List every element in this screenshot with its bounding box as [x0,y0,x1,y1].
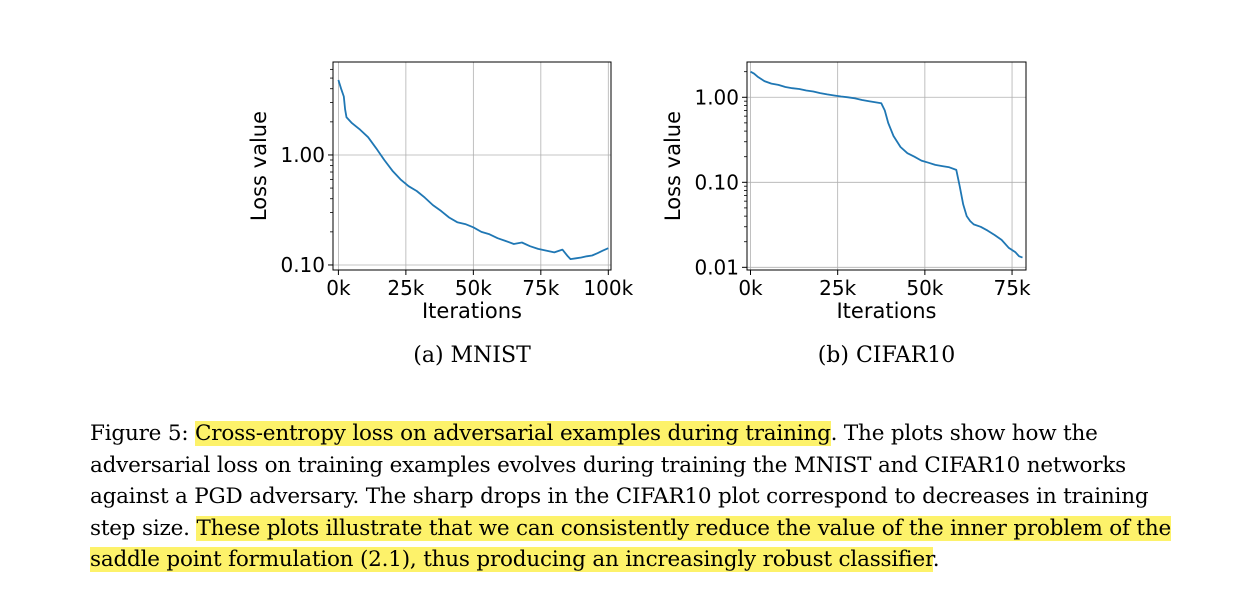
plot-frame [746,61,1027,271]
x-tick-label: 100k [583,276,633,300]
y-tick-label: 1.00 [280,143,325,167]
x-tick-label: 25k [819,276,856,300]
caption-label: Figure 5: [90,421,195,446]
x-tick-label: 0k [738,276,763,300]
y-axis-label: Loss value [247,111,271,221]
x-axis-label: Iterations [422,299,522,323]
y-axis-label: Loss value [661,111,685,221]
caption-text-2: . [932,547,940,572]
x-tick-label: 50k [455,276,492,300]
caption-highlight-1: Cross-entropy loss on adversarial exampl… [195,421,831,446]
x-tick-label: 0k [326,276,351,300]
caption-highlight-2: These plots illustrate that we can consi… [90,515,1172,572]
y-tick-label: 0.10 [694,170,739,194]
figure-caption: Figure 5: Cross-entropy loss on adversar… [90,418,1190,576]
y-tick-label: 1.00 [694,85,739,109]
x-tick-label: 25k [387,276,424,300]
chart-cifar10: 0k 25k 50k 75k 0.01 0.10 1.00 Iterations Loss va… [661,61,1031,368]
loss-series-line [750,70,1023,259]
subcaption: (a) MNIST [413,343,531,368]
x-axis-label: Iterations [836,299,936,323]
chart-mnist: 0k 25k 50k 75k 100k 0.10 1.00 Iterations Loss va… [247,61,634,368]
loss-series-line [337,79,609,260]
x-tick-label: 50k [906,276,943,300]
x-tick-label: 75k [994,276,1031,300]
x-tick-label: 75k [522,276,559,300]
caption-text-1: . The plots show how the adversarial los… [90,421,1149,541]
plot-frame [332,61,612,271]
y-tick-label: 0.10 [280,253,325,277]
subcaption: (b) CIFAR10 [818,343,956,368]
y-tick-label: 0.01 [694,255,739,279]
